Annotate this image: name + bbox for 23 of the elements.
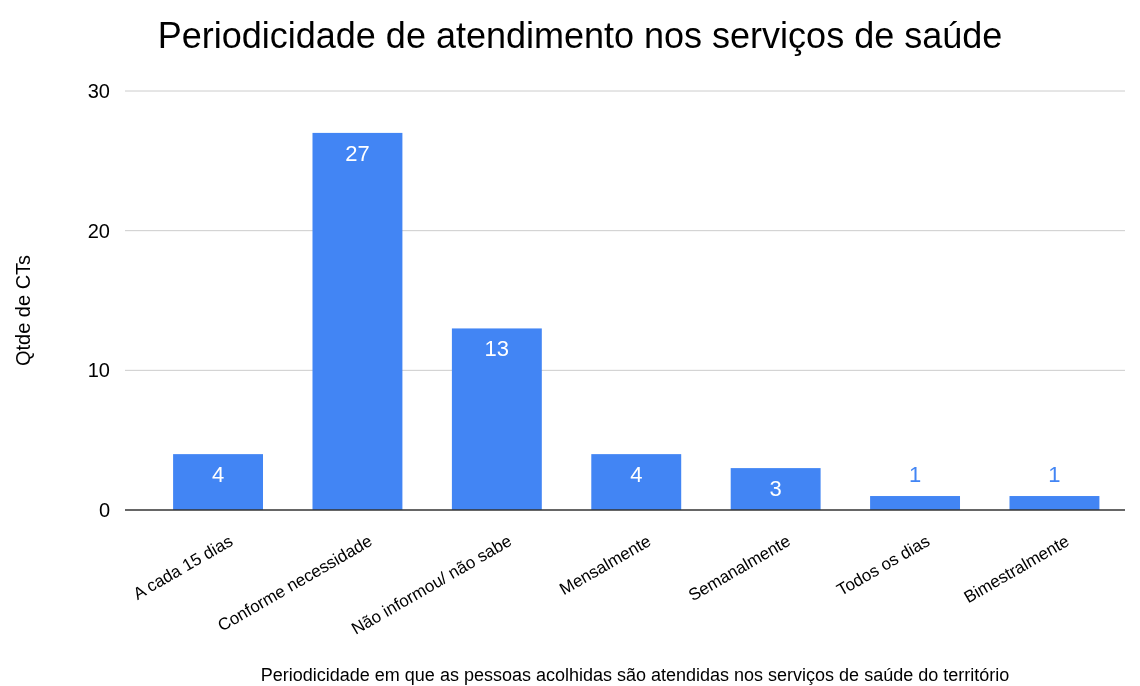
x-axis-title: Periodicidade em que as pessoas acolhidas são atendidas nos serviços de saúde do território	[260, 665, 1010, 685]
data-label: 4	[211, 462, 225, 488]
bar	[173, 454, 264, 510]
y-tick-label: 30	[87, 80, 110, 102]
data-label: 27	[345, 140, 370, 166]
y-axis-title: Qtde de CTs	[12, 254, 34, 367]
x-tick-label: Todos os dias	[833, 531, 934, 600]
bar	[1009, 496, 1100, 510]
bar	[451, 328, 542, 510]
chart-title: Periodicidade de atendimento nos serviços de saúde	[157, 15, 1003, 56]
bar	[591, 454, 682, 510]
data-label: 4	[630, 462, 643, 488]
data-label: 13	[484, 336, 510, 362]
data-label: 1	[1048, 462, 1061, 488]
bar	[730, 468, 821, 510]
bar	[870, 496, 961, 510]
data-label: 3	[769, 476, 782, 502]
y-tick-label: 0	[98, 499, 110, 521]
x-tick-label: A cada 15 dias	[129, 531, 237, 604]
y-tick-label: 10	[87, 359, 110, 382]
y-tick-label: 20	[87, 219, 110, 242]
bar	[312, 132, 403, 510]
data-label: 1	[908, 462, 922, 488]
